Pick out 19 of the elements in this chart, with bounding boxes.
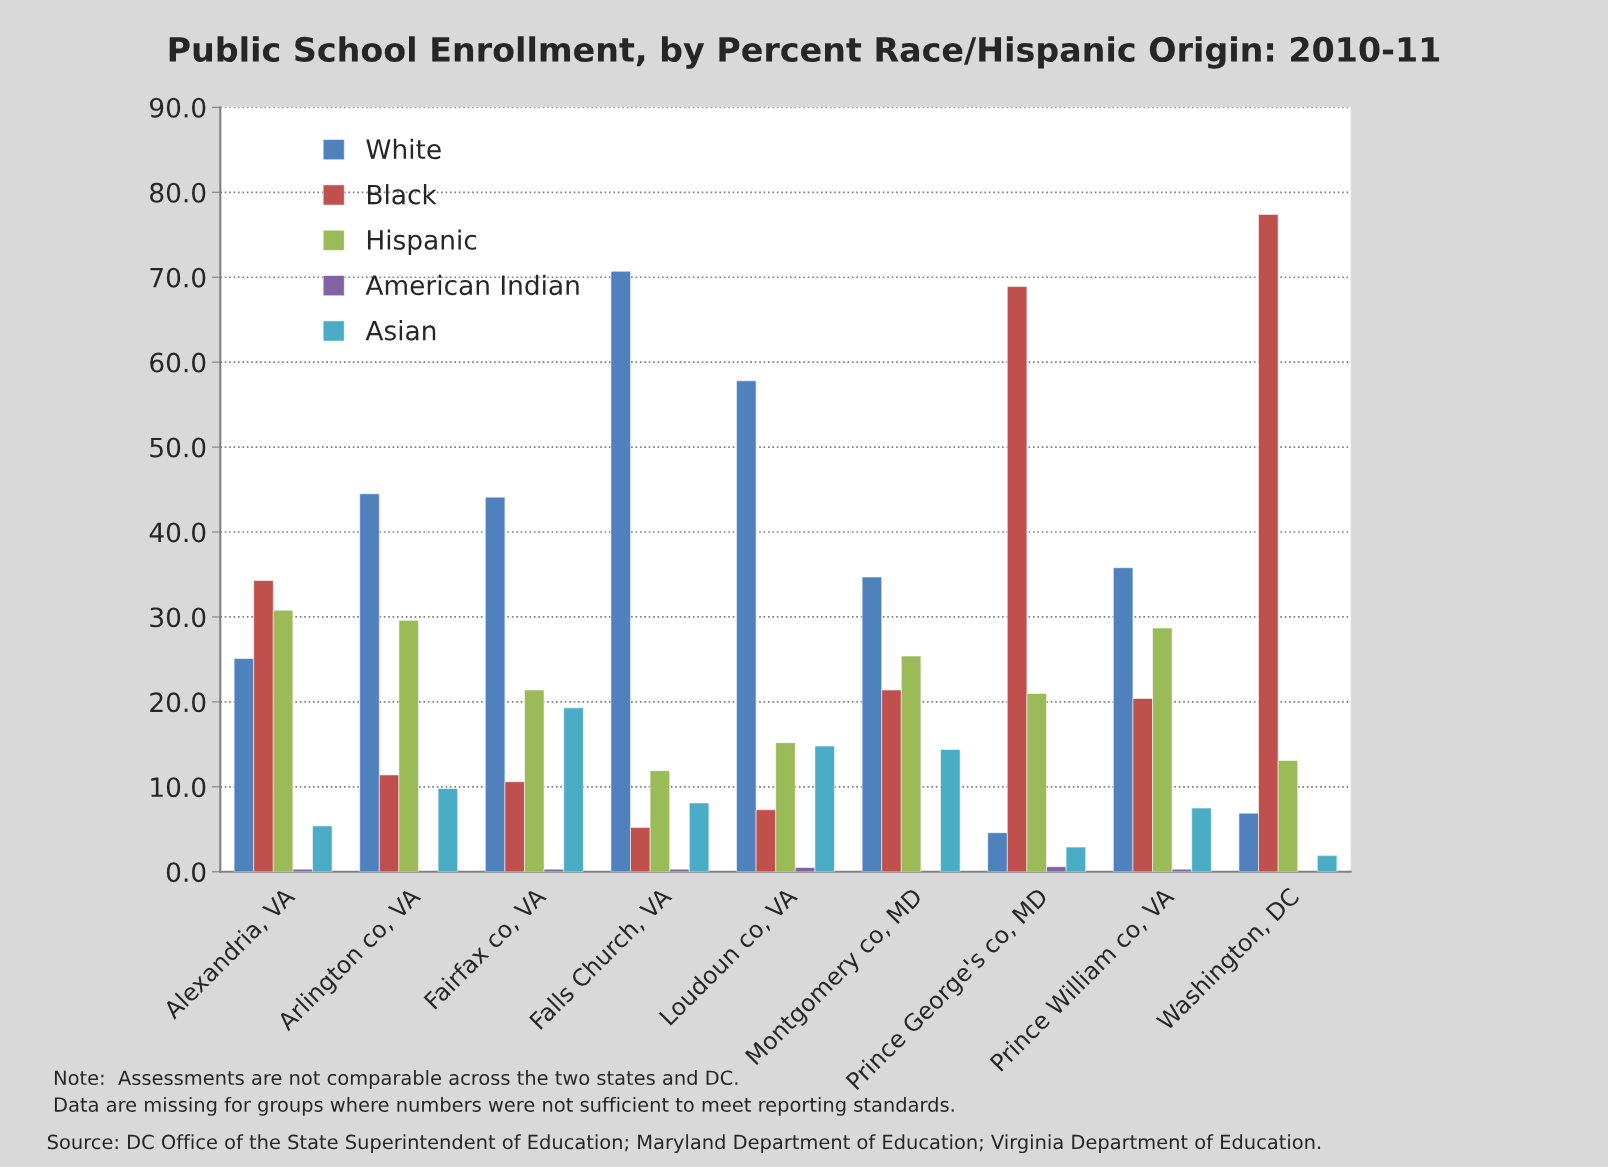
y-tick-label: 80.0	[150, 182, 206, 203]
y-tick-label: 10.0	[151, 777, 206, 798]
y-tick-label: 60.0	[150, 352, 206, 373]
y-tick-label: 90.0	[150, 97, 206, 118]
y-tick-label: 40.0	[149, 522, 206, 543]
legend-label: Asian	[365, 320, 436, 341]
source-note: Source: DC Office of the State Superintendent of Education; Maryland Department of Education; Virginia Department of Education.	[47, 1134, 1321, 1154]
y-tick-label: 50.0	[150, 437, 206, 458]
legend-label: Hispanic	[367, 229, 477, 255]
legend-label: American Indian	[365, 274, 579, 296]
y-tick-label: 30.0	[150, 607, 206, 628]
text: Data are missing for groups where numbers were not sufficient to meet reporting standards.	[54, 1096, 954, 1116]
text: Note: Assessments are not comparable across the two states and DC.	[54, 1070, 738, 1089]
y-tick-label: 70.0	[150, 267, 206, 288]
chart-title: Public School Enrollment, by Percent Race/Hispanic Origin: 2010-11	[169, 36, 1440, 69]
legend-label: Black	[367, 184, 437, 205]
y-tick-label: 0.0	[166, 862, 206, 883]
legend-label: White	[366, 138, 441, 160]
y-tick-label: 20.0	[150, 692, 206, 713]
